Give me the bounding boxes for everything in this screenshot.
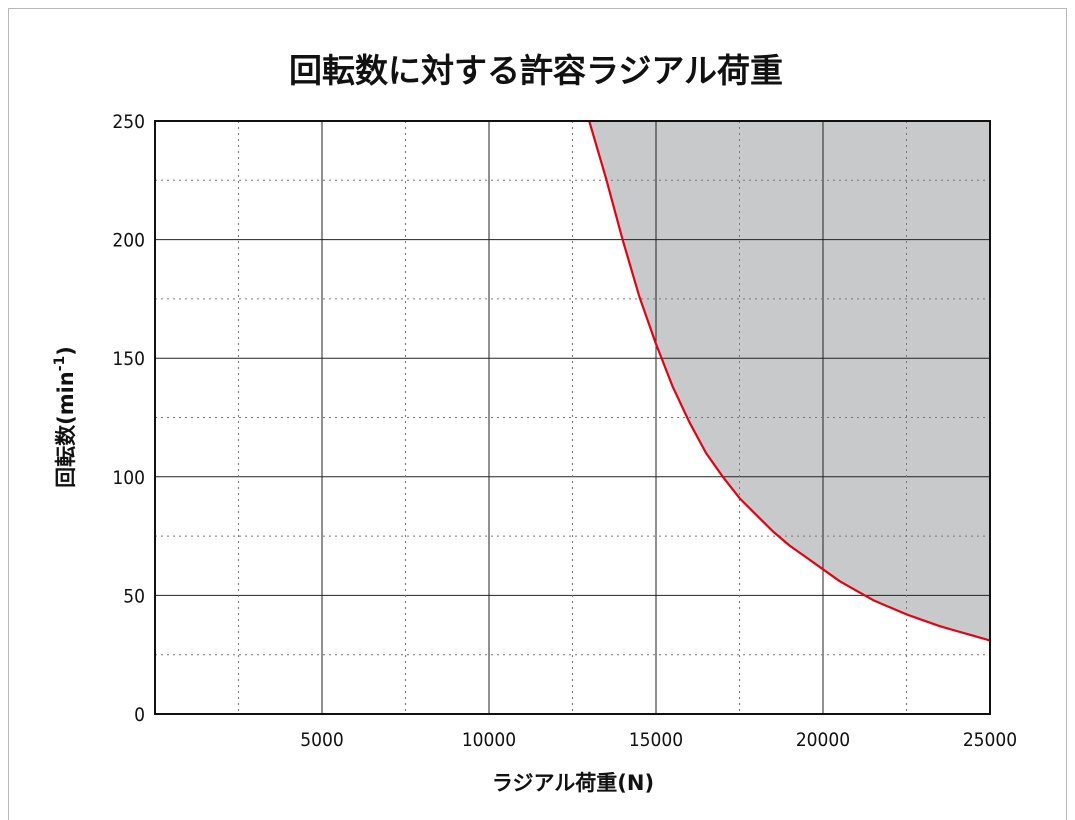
chart-title: 回転数に対する許容ラジアル荷重 (289, 51, 783, 90)
y-tick-label: 150 (112, 348, 145, 370)
x-tick-label: 10000 (462, 729, 516, 751)
y-tick-label: 50 (123, 585, 145, 607)
plot-border (154, 120, 991, 715)
x-tick-label: 25000 (963, 729, 1017, 751)
y-axis-label-superscript: -1 (52, 356, 68, 372)
y-tick-label: 200 (112, 230, 145, 252)
x-tick-labels: 5000 10000 15000 20000 25000 (300, 729, 1017, 751)
x-axis-label: ラジアル荷重(N) (492, 771, 654, 795)
y-tick-label: 100 (112, 467, 145, 489)
y-axis-label-main: 回転数(min (54, 371, 78, 488)
x-tick-label: 20000 (796, 729, 850, 751)
allowed-region (589, 121, 990, 641)
x-tick-label: 15000 (629, 729, 683, 751)
allowed-region-layer (589, 121, 990, 641)
y-tick-label: 250 (112, 111, 145, 133)
x-tick-label: 5000 (300, 729, 344, 751)
y-axis-label: 回転数(min-1) (52, 346, 78, 488)
y-tick-label: 0 (134, 704, 145, 726)
y-axis-label-close: ) (54, 346, 78, 356)
grid-layer (155, 121, 990, 714)
y-tick-labels: 0 50 100 150 200 250 (112, 111, 145, 726)
